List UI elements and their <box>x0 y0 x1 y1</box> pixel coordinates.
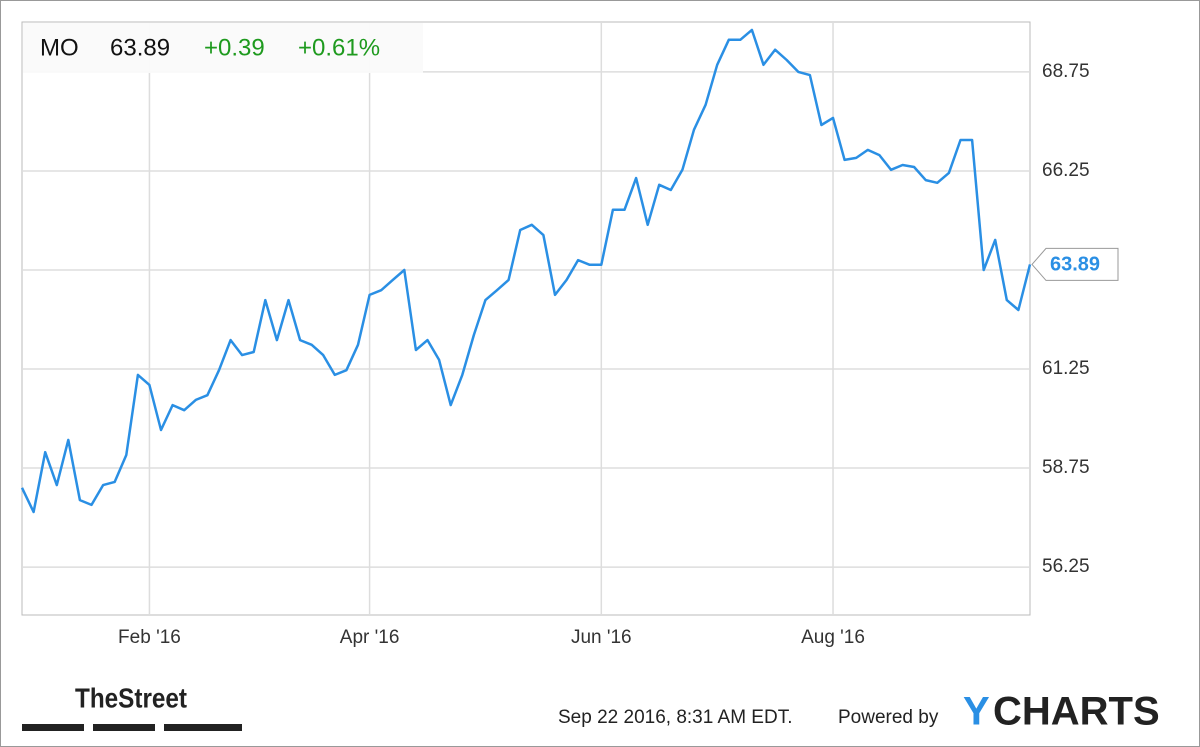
y-tick-label: 58.75 <box>1042 457 1090 478</box>
brand-bar <box>164 724 242 731</box>
header-box <box>23 23 423 73</box>
change-percent: +0.61% <box>298 34 380 61</box>
brand-logo: TheStreet <box>75 682 187 713</box>
x-tick-label: Apr '16 <box>340 627 400 648</box>
logo-rest: CHARTS <box>993 690 1160 734</box>
x-tick-label: Jun '16 <box>571 627 632 648</box>
marks <box>20 28 1032 514</box>
timestamp: Sep 22 2016, 8:31 AM EDT. <box>558 707 793 728</box>
brand-bar <box>93 724 155 731</box>
last-value-flag <box>1031 247 1119 281</box>
powered-by: Powered by <box>838 707 939 728</box>
x-tick-label: Feb '16 <box>118 627 181 648</box>
brand-bar <box>22 724 84 731</box>
last-value-label: 63.89 <box>1050 254 1100 276</box>
ticker: MO <box>40 34 79 61</box>
y-tick-label: 56.25 <box>1042 556 1090 577</box>
y-tick-label: 66.25 <box>1042 160 1090 181</box>
y-tick-label: 68.75 <box>1042 61 1090 82</box>
change: +0.39 <box>204 34 265 61</box>
logo-y: Y <box>963 690 990 734</box>
plot-area <box>21 21 1031 616</box>
line <box>20 28 1032 514</box>
price: 63.89 <box>110 34 170 61</box>
x-tick-label: Aug '16 <box>801 627 865 648</box>
y-tick-label: 61.25 <box>1042 358 1090 379</box>
